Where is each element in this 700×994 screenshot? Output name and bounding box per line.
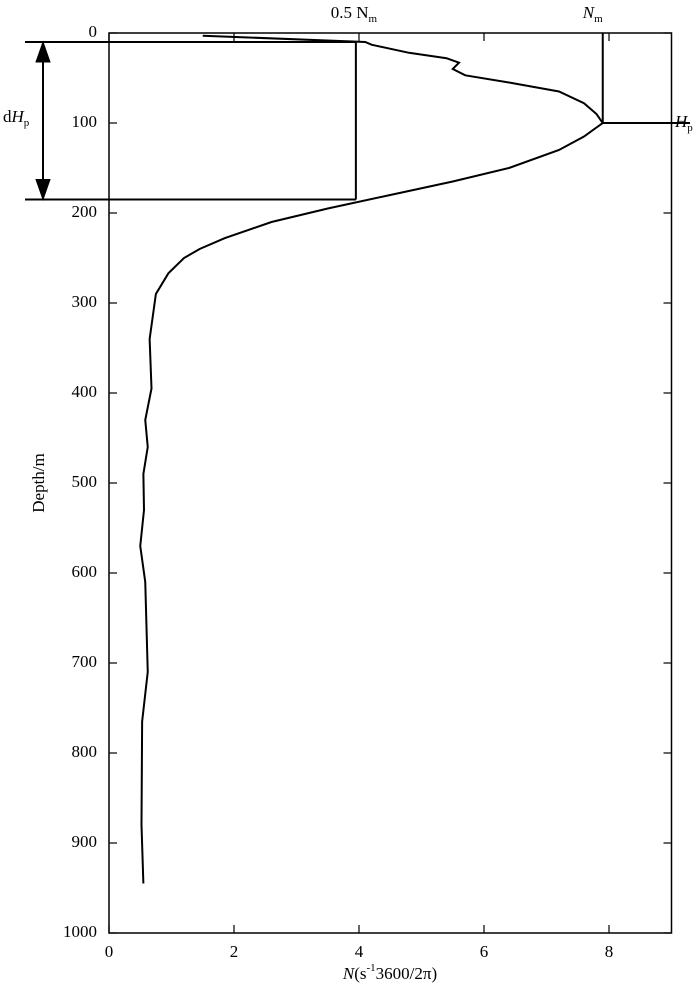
half-nmax-label: 0.5 Nm xyxy=(331,3,378,25)
arrow-head xyxy=(35,179,51,202)
plot-frame xyxy=(108,32,673,934)
x-label-sup: -1 xyxy=(366,962,375,974)
label-sub: m xyxy=(594,13,603,25)
y-tick-label: 800 xyxy=(72,742,98,761)
y-tick-label: 0 xyxy=(89,22,98,41)
y-tick-label: 600 xyxy=(72,562,98,581)
x-tick-label: 4 xyxy=(355,942,364,961)
x-tick-label: 0 xyxy=(105,942,114,961)
label-text: H xyxy=(674,112,689,131)
arrow-head xyxy=(35,40,51,63)
x-label-text: (s xyxy=(354,964,366,983)
label-text: N xyxy=(582,3,596,22)
label-text: H xyxy=(11,107,26,126)
y-axis-label: Depth/m xyxy=(29,453,48,513)
label-sub: p xyxy=(24,117,30,129)
y-tick-label: 100 xyxy=(72,112,98,131)
y-tick-label: 700 xyxy=(72,652,98,671)
x-axis-label: N(s-13600/2π) xyxy=(342,962,437,983)
x-label-var: N xyxy=(342,964,356,983)
label-sub: p xyxy=(687,122,693,134)
dhp-label: dHp xyxy=(3,107,30,129)
y-tick-label: 300 xyxy=(72,292,98,311)
y-tick-label: 400 xyxy=(72,382,98,401)
label-sub: m xyxy=(368,13,377,25)
profile-line xyxy=(139,34,605,884)
x-tick-label: 2 xyxy=(230,942,239,961)
y-tick-label: 900 xyxy=(72,832,98,851)
hp-label: Hp xyxy=(674,112,693,134)
y-tick-label: 1000 xyxy=(63,922,97,941)
nmax-label: Nm xyxy=(582,3,603,25)
y-tick-label: 200 xyxy=(72,202,98,221)
label-prefix: d xyxy=(3,107,12,126)
x-label-text: 3600/2π) xyxy=(376,964,437,983)
y-tick-label: 500 xyxy=(72,472,98,491)
x-tick-label: 6 xyxy=(480,942,489,961)
label-text: 0.5 N xyxy=(331,3,369,22)
x-tick-label: 8 xyxy=(605,942,614,961)
